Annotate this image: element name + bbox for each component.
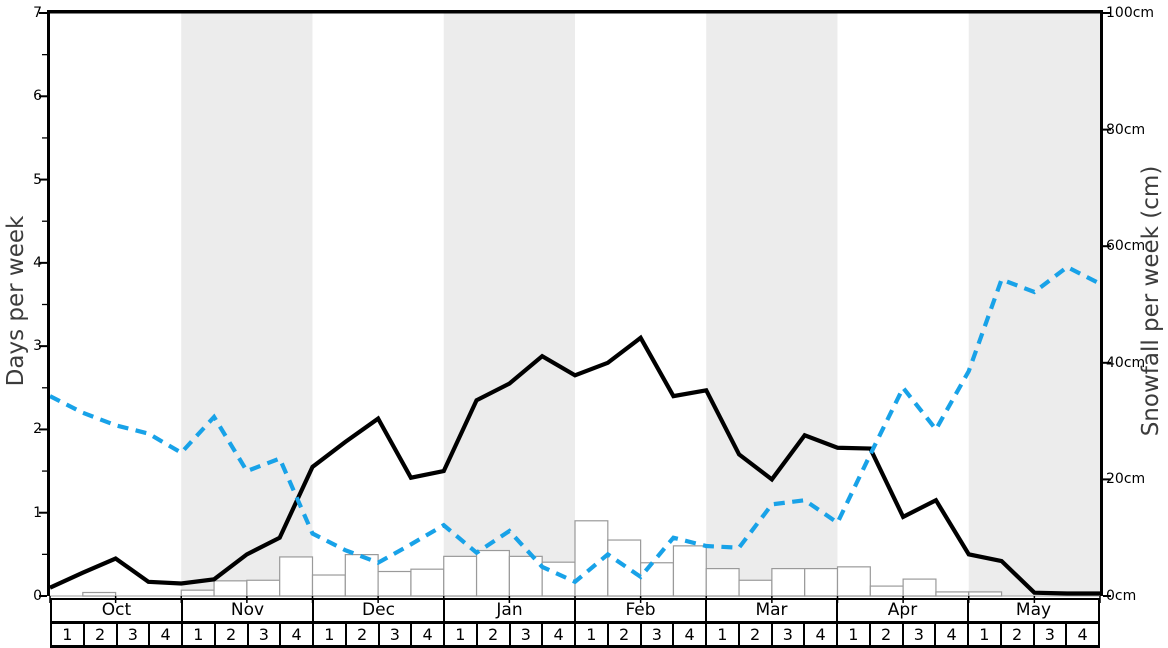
snowfall-bar xyxy=(705,567,740,597)
snowfall-bar xyxy=(344,554,379,597)
month-band-may xyxy=(968,13,1100,596)
snowfall-bar xyxy=(213,580,248,597)
month-band-feb xyxy=(575,13,707,596)
week-number-label: 3 xyxy=(904,624,937,645)
snowfall-bar xyxy=(180,589,215,597)
week-number-label: 1 xyxy=(576,624,609,645)
week-number-label: 1 xyxy=(314,624,347,645)
right-tick-label: 40cm xyxy=(1106,354,1146,371)
month-band-jan xyxy=(443,13,575,596)
week-number-label: 3 xyxy=(1035,624,1068,645)
week-number-label: 1 xyxy=(183,624,216,645)
snowfall-bar xyxy=(935,591,970,597)
month-label-mar: Mar xyxy=(707,600,838,621)
left-tick-label: 5 xyxy=(33,171,42,188)
snowfall-bar xyxy=(246,579,281,597)
month-label-nov: Nov xyxy=(183,600,314,621)
week-number-label: 2 xyxy=(216,624,249,645)
week-number-label: 4 xyxy=(281,624,314,645)
week-number-label: 1 xyxy=(969,624,1002,645)
right-tick-label: 100cm xyxy=(1106,5,1155,21)
snowfall-bar xyxy=(279,556,314,597)
week-number-label: 4 xyxy=(936,624,969,645)
week-number-label: 1 xyxy=(445,624,478,645)
right-spine xyxy=(1100,10,1103,596)
month-label-apr: Apr xyxy=(838,600,969,621)
week-number-label: 3 xyxy=(249,624,282,645)
month-label-feb: Feb xyxy=(576,600,707,621)
week-number-label: 4 xyxy=(150,624,183,645)
snowfall-bar xyxy=(508,555,543,597)
snowfall-bar xyxy=(82,591,117,597)
snowfall-bar xyxy=(672,545,707,597)
week-number-label: 1 xyxy=(838,624,871,645)
right-axis-title: Snowfall per week (cm) xyxy=(1138,165,1164,437)
left-tick-label: 0 xyxy=(33,588,42,604)
snowfall-bar xyxy=(541,561,576,597)
week-number-label: 4 xyxy=(805,624,838,645)
month-band-nov xyxy=(181,13,313,596)
week-number-label: 2 xyxy=(478,624,511,645)
week-number-label: 4 xyxy=(674,624,707,645)
right-tick-label: 0cm xyxy=(1106,588,1137,604)
week-number-label: 2 xyxy=(871,624,904,645)
month-label-oct: Oct xyxy=(52,600,183,621)
month-band-mar xyxy=(706,13,838,596)
snowfall-bar xyxy=(475,549,510,597)
month-label-jan: Jan xyxy=(445,600,576,621)
right-tick-label: 20cm xyxy=(1106,471,1146,488)
snowfall-bar xyxy=(968,591,1003,597)
week-number-label: 4 xyxy=(543,624,576,645)
snowfall-bar xyxy=(836,566,871,597)
top-spine xyxy=(47,10,1103,14)
week-number-label: 3 xyxy=(642,624,675,645)
week-number-label: 2 xyxy=(347,624,380,645)
right-tick-label: 80cm xyxy=(1106,121,1146,138)
left-tick-label: 3 xyxy=(33,338,42,355)
month-label-may: May xyxy=(1015,600,1052,620)
left-spine xyxy=(47,10,50,596)
week-number-label: 1 xyxy=(707,624,740,645)
left-tick-label: 1 xyxy=(33,504,42,521)
left-tick-label: 7 xyxy=(33,5,42,21)
week-number-label: 3 xyxy=(380,624,413,645)
days-per-week-line xyxy=(49,334,1100,596)
snowfall-bar xyxy=(443,555,478,597)
snowfall-bar xyxy=(377,570,412,597)
snowfall-bar xyxy=(902,578,937,597)
snowfall-bar xyxy=(771,567,806,597)
week-number-label: 3 xyxy=(118,624,151,645)
week-number-label: 4 xyxy=(412,624,445,645)
snowfall-bar xyxy=(311,574,346,597)
snowfall-bar xyxy=(804,567,839,597)
left-tick-label: 4 xyxy=(33,254,42,271)
week-number-label: 3 xyxy=(511,624,544,645)
week-number-label: 3 xyxy=(773,624,806,645)
month-row: Oct Nov Dec Jan Feb Mar Apr May xyxy=(52,600,1098,624)
week-number-label: 2 xyxy=(1002,624,1035,645)
left-tick-label: 2 xyxy=(33,421,42,438)
snowfall-bar xyxy=(869,585,904,597)
week-number-label: 2 xyxy=(740,624,773,645)
snowfall-bar xyxy=(410,568,445,597)
left-axis-title: Days per week xyxy=(3,215,29,387)
week-number-label: 1 xyxy=(52,624,85,645)
left-tick-label: 6 xyxy=(33,88,42,105)
right-tick-label: 60cm xyxy=(1106,238,1146,255)
snowfall-bar xyxy=(738,579,773,597)
week-number-label: 4 xyxy=(1077,625,1088,644)
week-number-label: 2 xyxy=(609,624,642,645)
week-number-label: 2 xyxy=(85,624,118,645)
month-band-oct xyxy=(50,13,182,596)
month-label-dec: Dec xyxy=(314,600,445,621)
month-band-dec xyxy=(312,13,444,596)
month-band-apr xyxy=(837,13,969,596)
blue-dashed-line xyxy=(49,264,1101,585)
